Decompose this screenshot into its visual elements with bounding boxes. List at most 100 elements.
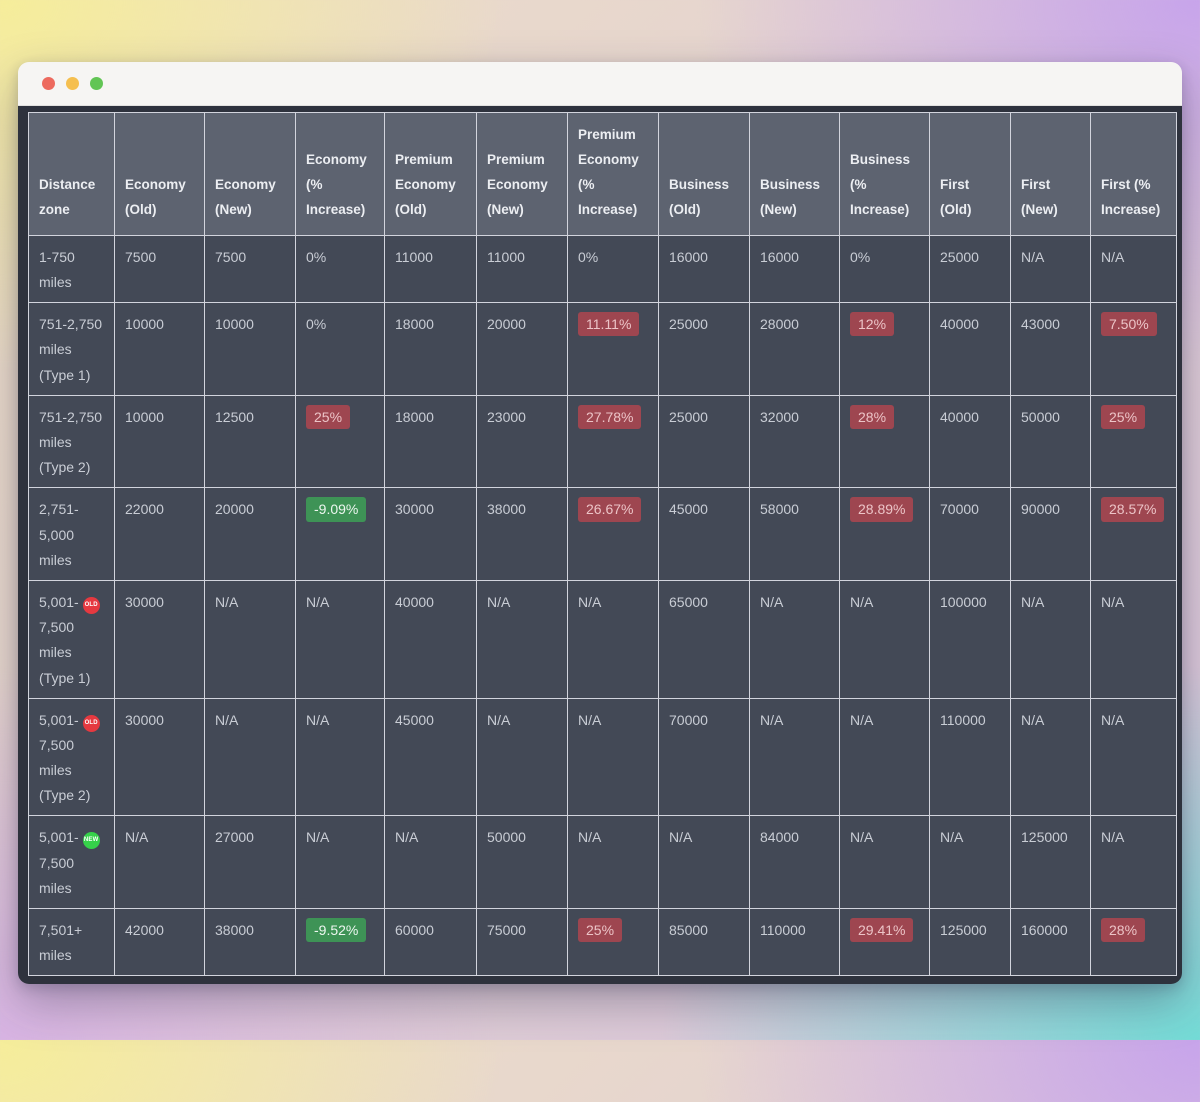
table-body: 1-750 miles 7500 7500 0% 11000 11000 0% 16000 16… [28, 234, 1177, 977]
fare-cell: N/A [567, 697, 659, 817]
percent-highlight-red: 25% [578, 918, 623, 943]
percent-highlight-red: 7.50% [1101, 312, 1157, 337]
distance-zone-cell: 5,001- OLD ​7,500 miles (Type 2) [28, 697, 115, 817]
fare-cell: 125000 [1010, 815, 1091, 909]
minimize-button[interactable] [66, 77, 79, 90]
column-header: Premium Economy (New) [476, 112, 568, 236]
fare-cell: 10000 [114, 394, 205, 489]
fare-cell: 25% [295, 394, 385, 489]
column-header: First (Old) [929, 112, 1011, 236]
fare-table: Distance zone Economy (Old) Economy (New) E… [28, 112, 1177, 977]
fare-cell: 45000 [384, 697, 477, 817]
fare-cell: 70000 [929, 487, 1011, 581]
fare-cell: 18000 [384, 394, 477, 489]
fare-cell: N/A [567, 815, 659, 909]
column-header: Premium Economy (Old) [384, 112, 477, 236]
fare-cell: 12% [839, 302, 930, 396]
fare-cell: N/A [476, 697, 568, 817]
fare-cell: N/A [476, 579, 568, 699]
fare-cell: N/A [929, 815, 1011, 909]
fare-cell: N/A [1010, 579, 1091, 699]
fare-cell: 65000 [658, 579, 750, 699]
fare-cell: 43000 [1010, 302, 1091, 396]
fare-cell: 11.11% [567, 302, 659, 396]
fare-cell: 25000 [929, 234, 1011, 304]
table-row: 5,001- NEW​7,500 miles N/A 27000 N/A N/A 50000… [28, 815, 1177, 909]
fare-cell: 110000 [749, 907, 840, 977]
fare-cell: 25% [1090, 394, 1177, 489]
percent-highlight-green: -9.09% [306, 497, 367, 522]
fare-cell: 28.57% [1090, 487, 1177, 581]
percent-highlight-red: 25% [1101, 404, 1146, 429]
fare-cell: 125000 [929, 907, 1011, 977]
window-titlebar [18, 62, 1182, 106]
fare-cell: N/A [749, 697, 840, 817]
table-header: Distance zone Economy (Old) Economy (New) E… [28, 112, 1177, 236]
new-badge: NEW [82, 832, 100, 850]
table-header-row: Distance zone Economy (Old) Economy (New) E… [28, 112, 1177, 236]
percent-highlight-red: 25% [306, 404, 351, 429]
old-badge: OLD [82, 596, 100, 614]
table-row: 5,001- OLD ​7,500 miles (Type 1) 30000 N/A N/… [28, 579, 1177, 699]
distance-zone-cell: 5,001- NEW​7,500 miles [28, 815, 115, 909]
fare-cell: N/A [384, 815, 477, 909]
fare-cell: -9.52% [295, 907, 385, 977]
fare-cell: 75000 [476, 907, 568, 977]
fare-cell: 25000 [658, 394, 750, 489]
fare-cell: 7500 [204, 234, 296, 304]
percent-highlight-red: 29.41% [850, 918, 914, 943]
distance-zone-cell: 2,751-5,000 miles [28, 487, 115, 581]
fare-cell: 10000 [204, 302, 296, 396]
fare-cell: 100000 [929, 579, 1011, 699]
percent-highlight-red: 27.78% [578, 404, 642, 429]
fare-cell: 7500 [114, 234, 205, 304]
window-content: Distance zone Economy (Old) Economy (New) E… [18, 106, 1182, 985]
fare-cell: 0% [567, 234, 659, 304]
column-header: Business (Old) [658, 112, 750, 236]
fare-cell: 160000 [1010, 907, 1091, 977]
fare-cell: 50000 [1010, 394, 1091, 489]
fare-cell: N/A [295, 579, 385, 699]
column-header: Distance zone [28, 112, 115, 236]
maximize-button[interactable] [90, 77, 103, 90]
column-header: Business (% Increase) [839, 112, 930, 236]
fare-cell: N/A [749, 579, 840, 699]
fare-cell: 110000 [929, 697, 1011, 817]
fare-cell: 38000 [476, 487, 568, 581]
fare-cell: N/A [839, 579, 930, 699]
fare-cell: 60000 [384, 907, 477, 977]
percent-highlight-red: 11.11% [578, 312, 640, 337]
column-header: Economy (New) [204, 112, 296, 236]
fare-cell: 23000 [476, 394, 568, 489]
fare-cell: N/A [114, 815, 205, 909]
fare-cell: 32000 [749, 394, 840, 489]
percent-highlight-red: 28% [1101, 918, 1146, 943]
fare-cell: 28% [839, 394, 930, 489]
distance-zone-cell: 751-2,750 miles (Type 2) [28, 394, 115, 489]
fare-cell: 40000 [384, 579, 477, 699]
close-button[interactable] [42, 77, 55, 90]
fare-cell: N/A [1090, 579, 1177, 699]
fare-cell: 7.50% [1090, 302, 1177, 396]
fare-cell: N/A [295, 697, 385, 817]
table-row: 1-750 miles 7500 7500 0% 11000 11000 0% 16000 16… [28, 234, 1177, 304]
percent-highlight-red: 28.89% [850, 497, 914, 522]
table-row: 5,001- OLD ​7,500 miles (Type 2) 30000 N/A N/… [28, 697, 1177, 817]
fare-cell: 11000 [476, 234, 568, 304]
fare-cell: 22000 [114, 487, 205, 581]
fare-cell: 20000 [476, 302, 568, 396]
fare-cell: 20000 [204, 487, 296, 581]
fare-cell: 28% [1090, 907, 1177, 977]
column-header: First (% Increase) [1090, 112, 1177, 236]
fare-cell: 38000 [204, 907, 296, 977]
fare-cell: N/A [1090, 697, 1177, 817]
fare-cell: N/A [839, 815, 930, 909]
percent-highlight-green: -9.52% [306, 918, 367, 943]
fare-cell: 42000 [114, 907, 205, 977]
fare-cell: 12500 [204, 394, 296, 489]
column-header: Economy (Old) [114, 112, 205, 236]
fare-cell: 50000 [476, 815, 568, 909]
fare-cell: 85000 [658, 907, 750, 977]
fare-cell: 26.67% [567, 487, 659, 581]
fare-cell: 30000 [114, 697, 205, 817]
